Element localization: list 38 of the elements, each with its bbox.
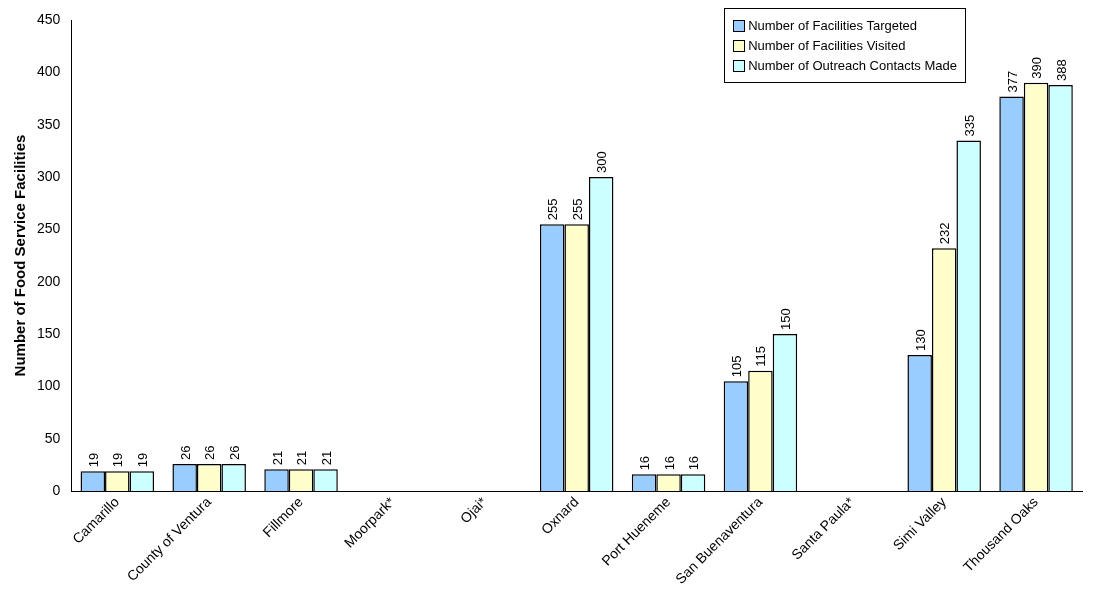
data-label: 16 (637, 455, 653, 471)
data-label: 300 (594, 151, 610, 174)
data-label: 19 (134, 452, 150, 468)
data-label: 21 (294, 450, 310, 466)
legend-label: Number of Facilities Visited (748, 38, 906, 53)
data-label: 26 (202, 445, 218, 460)
data-label: 377 (1004, 70, 1020, 93)
data-label: 105 (728, 355, 744, 378)
data-label: 21 (318, 450, 334, 466)
data-label: 19 (85, 452, 101, 468)
data-label: 16 (661, 455, 677, 471)
data-label: 16 (686, 455, 702, 471)
y-tick-label: 200 (37, 272, 61, 289)
data-label: 26 (177, 445, 193, 460)
data-label: 115 (753, 345, 769, 367)
data-label: 150 (777, 308, 793, 331)
data-label: 255 (569, 198, 585, 221)
legend-label: Number of Outreach Contacts Made (748, 58, 957, 73)
y-axis-title: Number of Food Service Facilities (11, 134, 29, 377)
legend-label: Number of Facilities Targeted (748, 18, 918, 33)
data-label: 26 (226, 445, 242, 460)
data-label: 388 (1053, 59, 1069, 81)
data-label: 130 (912, 329, 928, 352)
y-tick-label: 350 (37, 115, 61, 132)
y-tick-label: 50 (44, 429, 61, 446)
data-label: 255 (545, 198, 561, 221)
data-label: 19 (110, 452, 126, 468)
y-tick-label: 100 (37, 377, 61, 394)
data-label: 335 (961, 114, 977, 137)
data-label: 390 (1029, 57, 1045, 79)
y-tick-label: 0 (52, 481, 61, 498)
y-tick-label: 250 (37, 220, 61, 237)
y-tick-label: 400 (37, 63, 61, 80)
data-label: 21 (269, 450, 285, 466)
y-tick-label: 150 (37, 324, 61, 341)
data-label: 232 (937, 222, 953, 245)
y-tick-label: 300 (37, 167, 61, 184)
y-tick-label: 450 (37, 10, 61, 27)
